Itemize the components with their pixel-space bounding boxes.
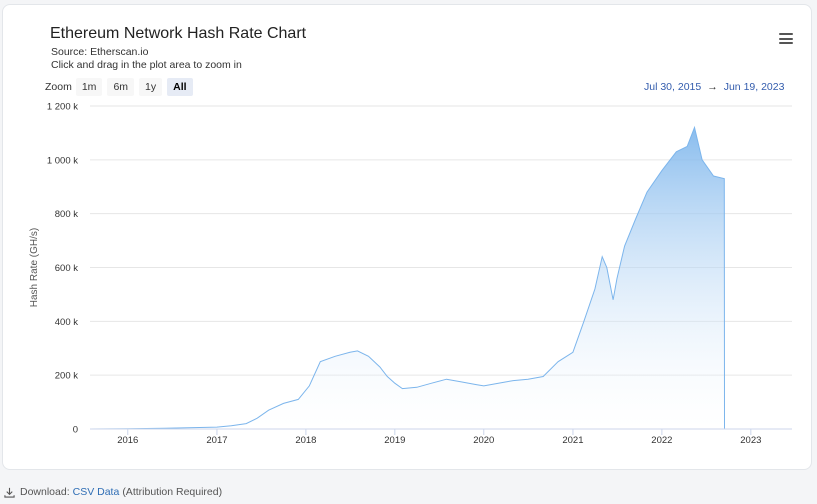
zoom-hint-text: Click and drag in the plot area to zoom … [51, 59, 242, 71]
x-tick-label: 2023 [740, 435, 761, 446]
chart-subtitle: Source: Etherscan.io Click and drag in t… [51, 46, 242, 72]
hash-rate-area [90, 127, 792, 429]
range-arrow: → [707, 81, 718, 93]
download-footer: Download: CSV Data (Attribution Required… [4, 486, 222, 498]
range-from-date[interactable]: Jul 30, 2015 [644, 81, 702, 93]
hash-rate-line [89, 125, 792, 430]
download-icon [4, 487, 15, 498]
x-tick-label: 2019 [384, 435, 405, 446]
y-tick-label: 800 k [55, 209, 78, 220]
hash-rate-chart[interactable]: 0 200 k 400 k 600 k 800 k 1 000 k 1 200 k 2016… [0, 0, 817, 470]
x-tick-label: 2021 [562, 435, 583, 446]
attribution-note: (Attribution Required) [122, 486, 223, 498]
date-range: Jul 30, 2015 → Jun 19, 2023 [644, 81, 784, 93]
csv-data-link[interactable]: CSV Data [72, 486, 120, 498]
download-prefix: Download: [20, 486, 70, 498]
hamburger-menu-icon[interactable] [779, 33, 793, 45]
x-axis-ticks: 2016 2017 2018 2019 2020 2021 2022 2023 [117, 429, 761, 446]
x-tick-label: 2016 [117, 435, 138, 446]
chart-title: Ethereum Network Hash Rate Chart [50, 25, 307, 42]
y-tick-label: 0 [73, 425, 78, 436]
range-to-date[interactable]: Jun 19, 2023 [723, 81, 785, 93]
y-axis-ticks: 0 200 k 400 k 600 k 800 k 1 000 k 1 200 k [47, 102, 78, 436]
y-tick-label: 200 k [55, 371, 78, 382]
zoom-selector: Zoom 1m 6m 1y All [45, 78, 198, 96]
zoom-1y-button[interactable]: 1y [139, 78, 163, 96]
x-tick-label: 2018 [295, 435, 316, 446]
source-text: Source: Etherscan.io [51, 46, 149, 58]
zoom-6m-button[interactable]: 6m [107, 78, 135, 96]
zoom-all-button[interactable]: All [167, 78, 193, 96]
zoom-1m-button[interactable]: 1m [75, 78, 103, 96]
x-tick-label: 2017 [206, 435, 227, 446]
y-tick-label: 400 k [55, 317, 78, 328]
x-tick-label: 2020 [473, 435, 494, 446]
zoom-label: Zoom [45, 81, 72, 93]
y-axis-title: Hash Rate (GH/s) [29, 228, 40, 307]
x-tick-label: 2022 [651, 435, 672, 446]
y-tick-label: 1 000 k [47, 155, 78, 166]
y-tick-label: 600 k [55, 263, 78, 274]
y-tick-label: 1 200 k [47, 102, 78, 113]
